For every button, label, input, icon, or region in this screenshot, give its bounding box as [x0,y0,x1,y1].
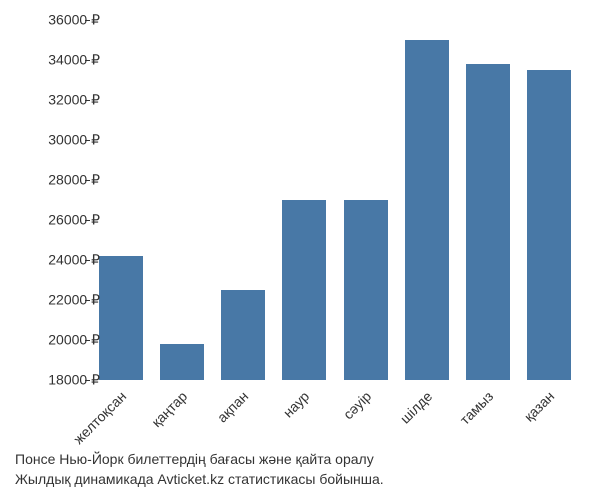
bar [282,200,326,380]
y-tick-label: 30000 ₽ [20,132,100,149]
bar [160,344,204,380]
bar [405,40,449,380]
bar [221,290,265,380]
y-tick-label: 18000 ₽ [20,372,100,389]
x-tick-label: қазан [521,388,558,425]
y-tick-label: 20000 ₽ [20,332,100,349]
y-tick-label: 36000 ₽ [20,12,100,29]
x-tick-label: қаңтар [148,388,190,430]
caption-line-2: Жылдық динамикада Avticket.kz статистика… [15,470,384,490]
x-tick-label: сәуір [340,388,374,422]
x-tick-label: шілде [397,388,436,427]
x-tick-label: наур [280,388,313,421]
plot-area [90,20,580,380]
y-tick-label: 22000 ₽ [20,292,100,309]
x-tick-label: ақпан [214,388,251,425]
x-tick-label: желтоқсан [70,388,129,447]
y-tick-label: 26000 ₽ [20,212,100,229]
chart-container [90,20,580,380]
caption-line-1: Понсе Нью-Йорк билеттердің бағасы және қ… [15,450,384,470]
bar [527,70,571,380]
y-tick-label: 34000 ₽ [20,52,100,69]
y-tick-label: 32000 ₽ [20,92,100,109]
chart-caption: Понсе Нью-Йорк билеттердің бағасы және қ… [15,450,384,489]
x-tick-label: тамыз [457,388,497,428]
bar [99,256,143,380]
y-tick-label: 28000 ₽ [20,172,100,189]
bar [466,64,510,380]
bar [344,200,388,380]
y-tick-label: 24000 ₽ [20,252,100,269]
